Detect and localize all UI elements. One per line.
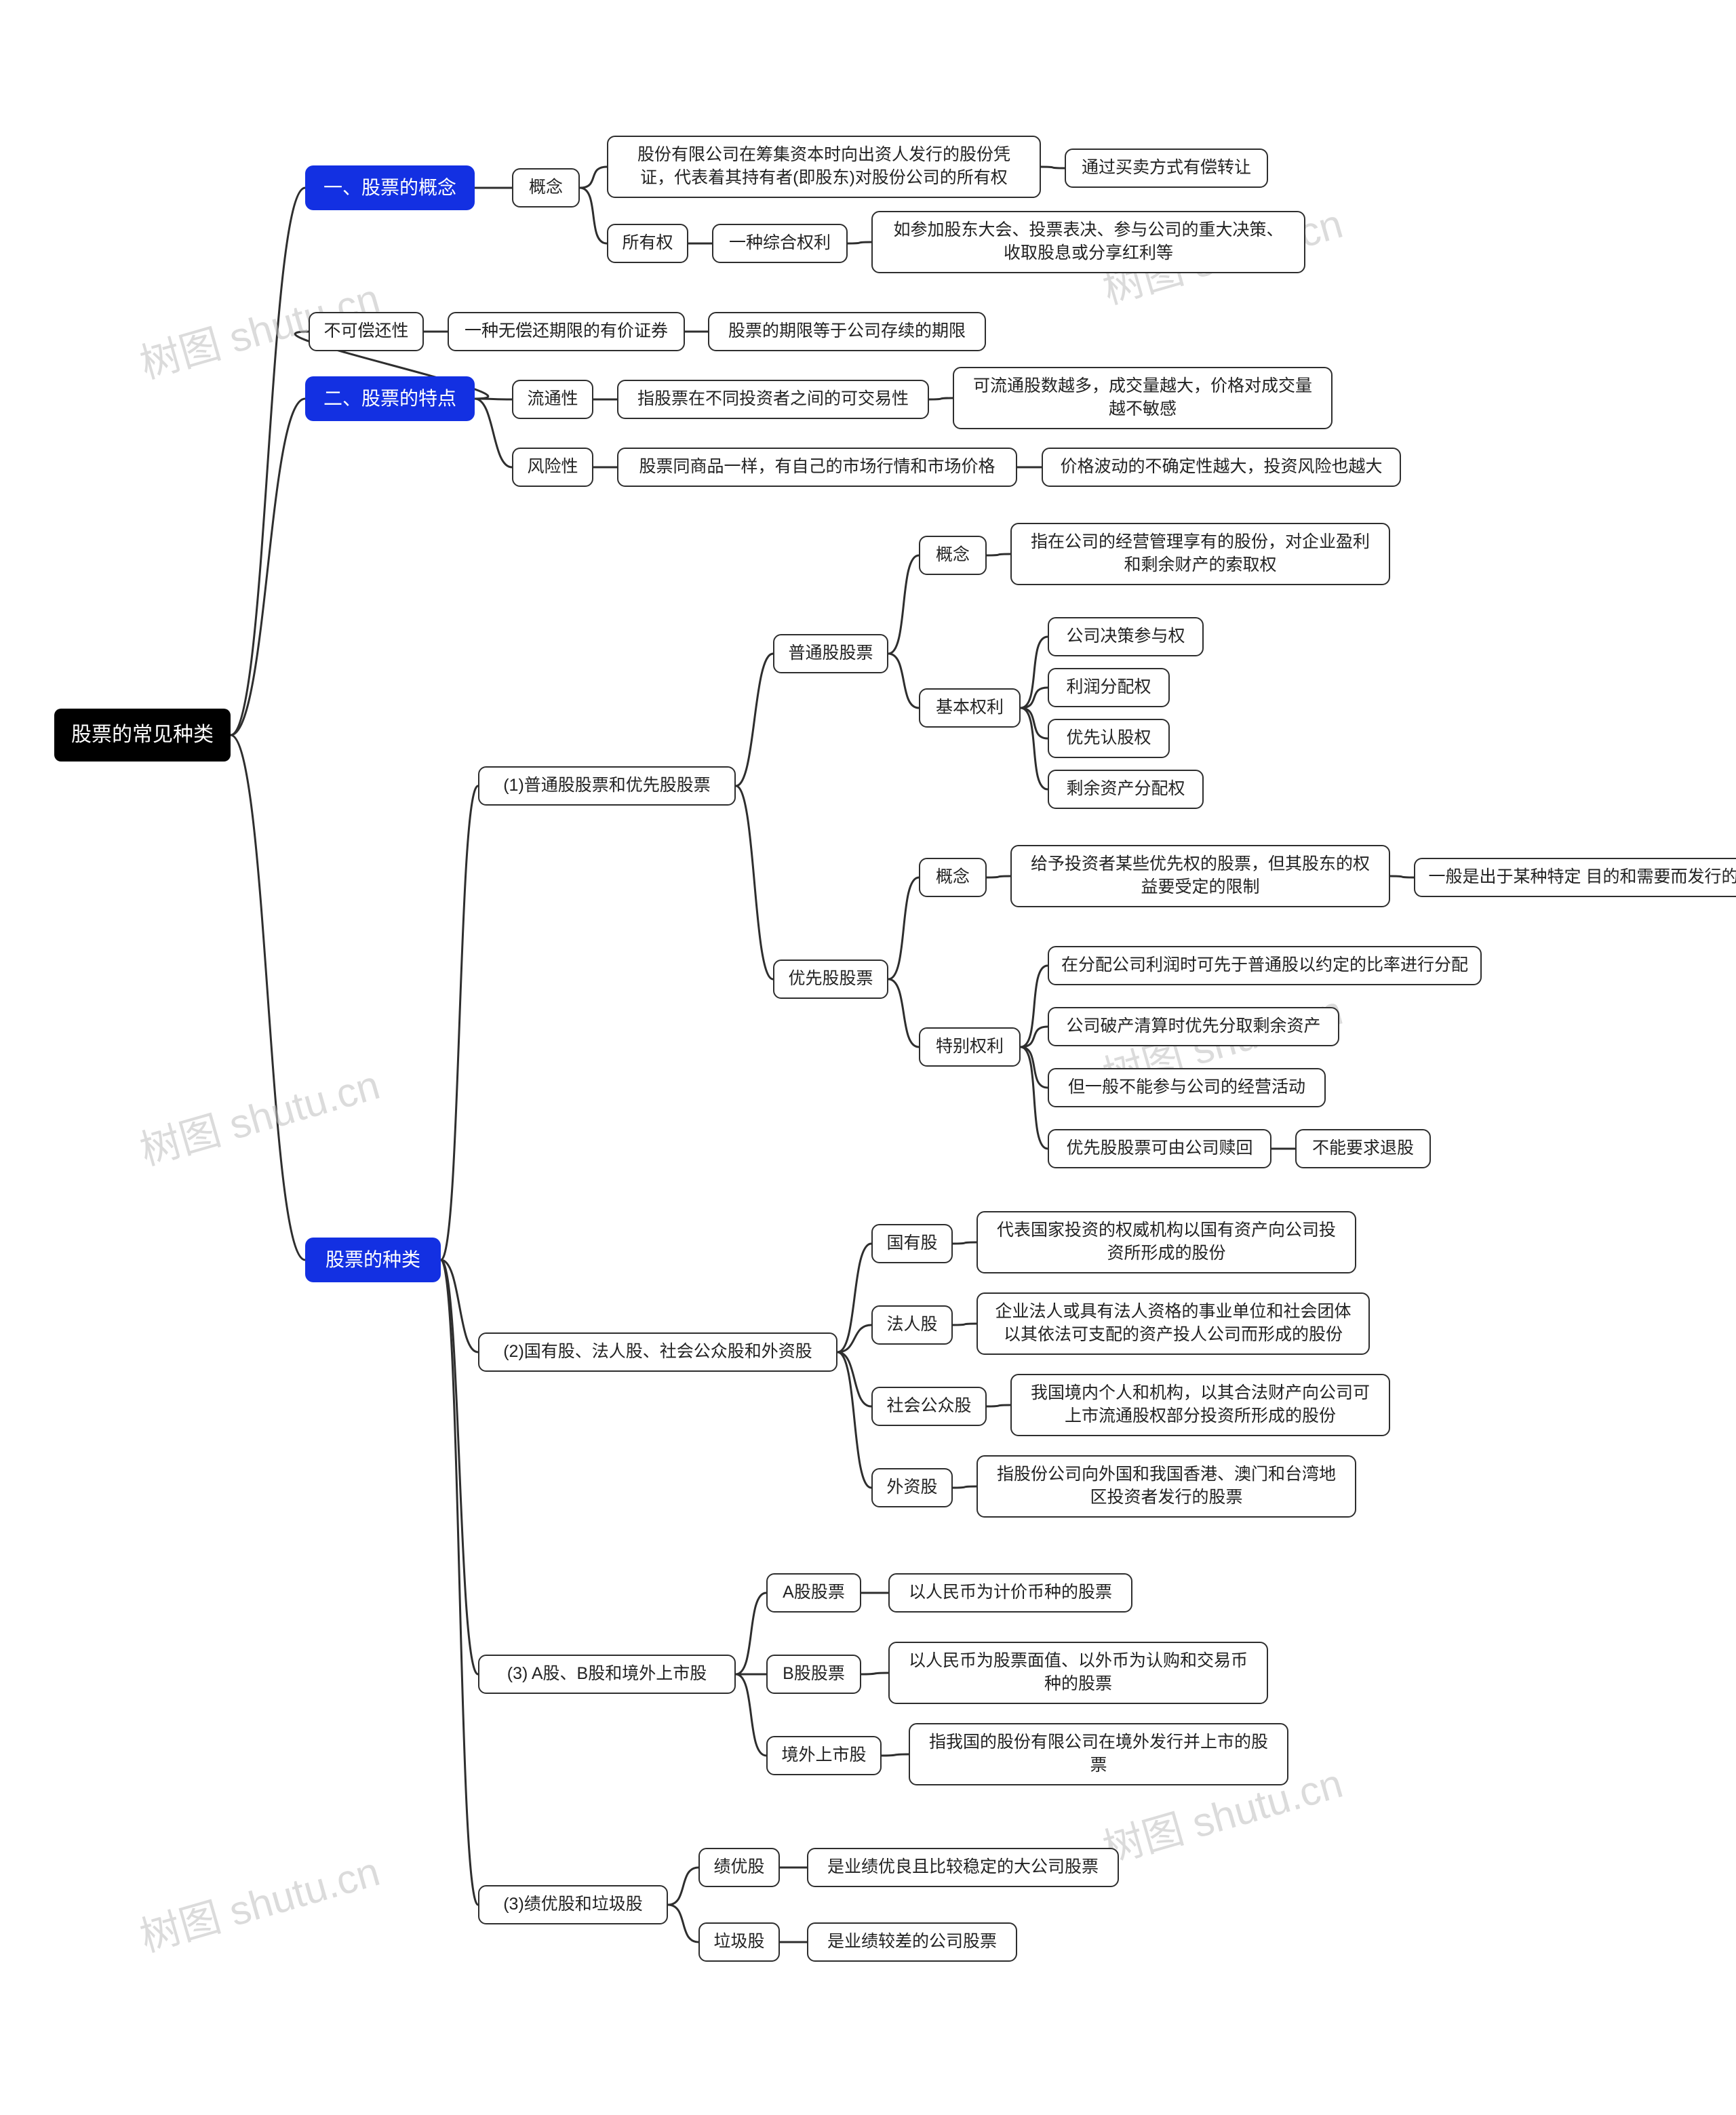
node-n_yx_tb: 特别权利 [919,1027,1021,1067]
edge-n_gn-n_gn1 [580,167,607,188]
edge-n_yx_gn1-n_yx_gn2 [1390,876,1414,877]
node-n_yx_gn2: 一般是出于某种特定 目的和需要而发行的 [1414,858,1736,897]
edge-n_c1-n_pt [736,654,773,786]
node-n_gyg1: 代表国家投资的权威机构以国有资产向公司投 资所形成的股份 [976,1211,1356,1273]
node-n_c3: (3) A股、B股和境外上市股 [478,1655,736,1694]
node-n_yx_tb2: 公司破产清算时优先分取剩余资产 [1048,1007,1339,1046]
node-n_lt1: 指股票在不同投资者之间的可交易性 [617,380,929,419]
node-n_bg1: 以人民币为股票面值、以外币为认购和交易币 种的股票 [888,1642,1268,1704]
node-n_c1: (1)普通股股票和优先股股票 [478,766,736,806]
edge-n_c3-n_jwg [736,1674,766,1756]
node-root: 股票的常见种类 [54,709,231,762]
node-n_gn: 概念 [512,168,580,207]
edge-b3-n_c4 [441,1260,478,1905]
node-n_jwg: 境外上市股 [766,1736,882,1775]
node-n_fx1: 股票同商品一样，有自己的市场行情和市场价格 [617,448,1017,487]
node-n_bk2: 股票的期限等于公司存续的期限 [708,312,986,351]
node-n_yx: 优先股股票 [773,960,888,999]
node-n_lt2: 可流通股数越多，成交量越大，价格对成交量 越不敏感 [953,367,1333,429]
node-n_pt: 普通股股票 [773,634,888,673]
edge-n_shg-n_shg1 [987,1405,1010,1406]
edge-root-b3 [231,735,305,1260]
edge-n_syq1-n_syq2 [848,242,871,243]
node-b2: 二、股票的特点 [305,376,475,421]
node-n_yx_gn: 概念 [919,858,987,897]
edge-n_yx_tb-n_yx_tb2 [1021,1027,1048,1047]
node-n_yx_tb1: 在分配公司利润时可先于普通股以约定的比率进行分配 [1048,946,1482,985]
edge-n_yx-n_yx_gn [888,877,919,979]
node-n_pt_jb2: 利润分配权 [1048,668,1170,707]
edge-n_c2-n_wzg [837,1352,871,1488]
node-n_ag1: 以人民币为计价币种的股票 [888,1573,1132,1613]
node-n_shg1: 我国境内个人和机构，以其合法财产向公司可 上市流通股权部分投资所形成的股份 [1010,1374,1390,1436]
node-n_gn1b: 通过买卖方式有偿转让 [1065,149,1268,188]
node-n_bk1: 一种无偿还期限的有价证券 [448,312,685,351]
edge-b2-n_fx [475,399,512,467]
node-n_yx_tb4: 优先股股票可由公司赎回 [1048,1129,1271,1168]
edge-n_yx_gn-n_yx_gn1 [987,876,1010,877]
node-n_c2: (2)国有股、法人股、社会公众股和外资股 [478,1332,837,1372]
node-n_pt_jb3: 优先认股权 [1048,719,1170,758]
node-n_wzg: 外资股 [871,1468,953,1507]
node-n_yx_tb3: 但一般不能参与公司的经营活动 [1048,1068,1326,1107]
node-n_yx_gn1: 给予投资者某些优先权的股票，但其股东的权 益要受定的限制 [1010,845,1390,907]
edge-n_c4-n_jy [668,1867,698,1905]
edge-n_pt-n_pt_gn [888,555,919,654]
node-n_gn1: 股份有限公司在筹集资本时向出资人发行的股份凭 证，代表着其持有者(即股东)对股份… [607,136,1041,198]
node-n_bk: 不可偿还性 [309,312,424,351]
node-n_frg: 法人股 [871,1305,953,1345]
edge-n_wzg-n_wzg1 [953,1486,976,1488]
edge-n_c2-n_gyg [837,1244,871,1352]
edge-n_pt_gn-n_pt_gn1 [987,554,1010,555]
edge-n_lt1-n_lt2 [929,398,953,399]
node-n_shg: 社会公众股 [871,1387,987,1426]
edge-n_c4-n_lj [668,1905,698,1942]
edge-n_bg-n_bg1 [861,1673,888,1674]
edge-n_pt-n_pt_jb [888,654,919,708]
node-n_jwg1: 指我国的股份有限公司在境外发行并上市的股 票 [909,1723,1288,1785]
node-b3: 股票的种类 [305,1238,441,1282]
node-n_fx: 风险性 [512,448,593,487]
node-n_yx_tb4b: 不能要求退股 [1295,1129,1431,1168]
node-n_c4: (3)绩优股和垃圾股 [478,1885,668,1924]
edge-n_yx_tb-n_yx_tb3 [1021,1047,1048,1088]
edge-n_frg-n_frg1 [953,1324,976,1325]
node-n_pt_gn1: 指在公司的经营管理享有的股份，对企业盈利 和剩余财产的索取权 [1010,523,1390,585]
node-n_bg: B股股票 [766,1655,861,1694]
edge-n_pt_jb-n_pt_jb2 [1021,688,1048,708]
node-n_lt: 流通性 [512,380,593,419]
node-n_syq1: 一种综合权利 [712,224,848,263]
edge-root-b1 [231,188,305,735]
node-b1: 一、股票的概念 [305,165,475,210]
node-n_jy: 绩优股 [698,1848,780,1887]
edge-n_pt_jb-n_pt_jb3 [1021,708,1048,738]
node-n_syq: 所有权 [607,224,688,263]
node-n_lj: 垃圾股 [698,1922,780,1962]
node-n_fx2: 价格波动的不确定性越大，投资风险也越大 [1042,448,1401,487]
edge-n_jwg-n_jwg1 [882,1754,909,1756]
node-n_pt_jb: 基本权利 [919,688,1021,728]
edge-n_gn-n_syq [580,188,607,243]
node-n_pt_gn: 概念 [919,536,987,575]
edge-n_yx-n_yx_tb [888,979,919,1047]
edge-n_gn1-n_gn1b [1041,167,1065,168]
node-n_frg1: 企业法人或具有法人资格的事业单位和社会团体 以其依法可支配的资产投人公司而形成的… [976,1292,1370,1355]
edge-b3-n_c1 [441,786,478,1260]
node-n_jy1: 是业绩优良且比较稳定的大公司股票 [807,1848,1119,1887]
node-n_pt_jb1: 公司决策参与权 [1048,617,1204,656]
mindmap-canvas: { "canvas": { "width": 2560, "height": 3… [0,0,1736,2115]
edge-n_c2-n_shg [837,1352,871,1406]
edge-n_c3-n_ag [736,1593,766,1674]
node-n_gyg: 国有股 [871,1224,953,1263]
node-n_pt_jb4: 剩余资产分配权 [1048,770,1204,809]
edge-n_c1-n_yx [736,786,773,979]
node-n_wzg1: 指股份公司向外国和我国香港、澳门和台湾地 区投资者发行的股票 [976,1455,1356,1518]
edge-n_gyg-n_gyg1 [953,1242,976,1244]
node-n_ag: A股股票 [766,1573,861,1613]
node-n_syq2: 如参加股东大会、投票表决、参与公司的重大决策、 收取股息或分享红利等 [871,211,1305,273]
node-n_lj1: 是业绩较差的公司股票 [807,1922,1017,1962]
